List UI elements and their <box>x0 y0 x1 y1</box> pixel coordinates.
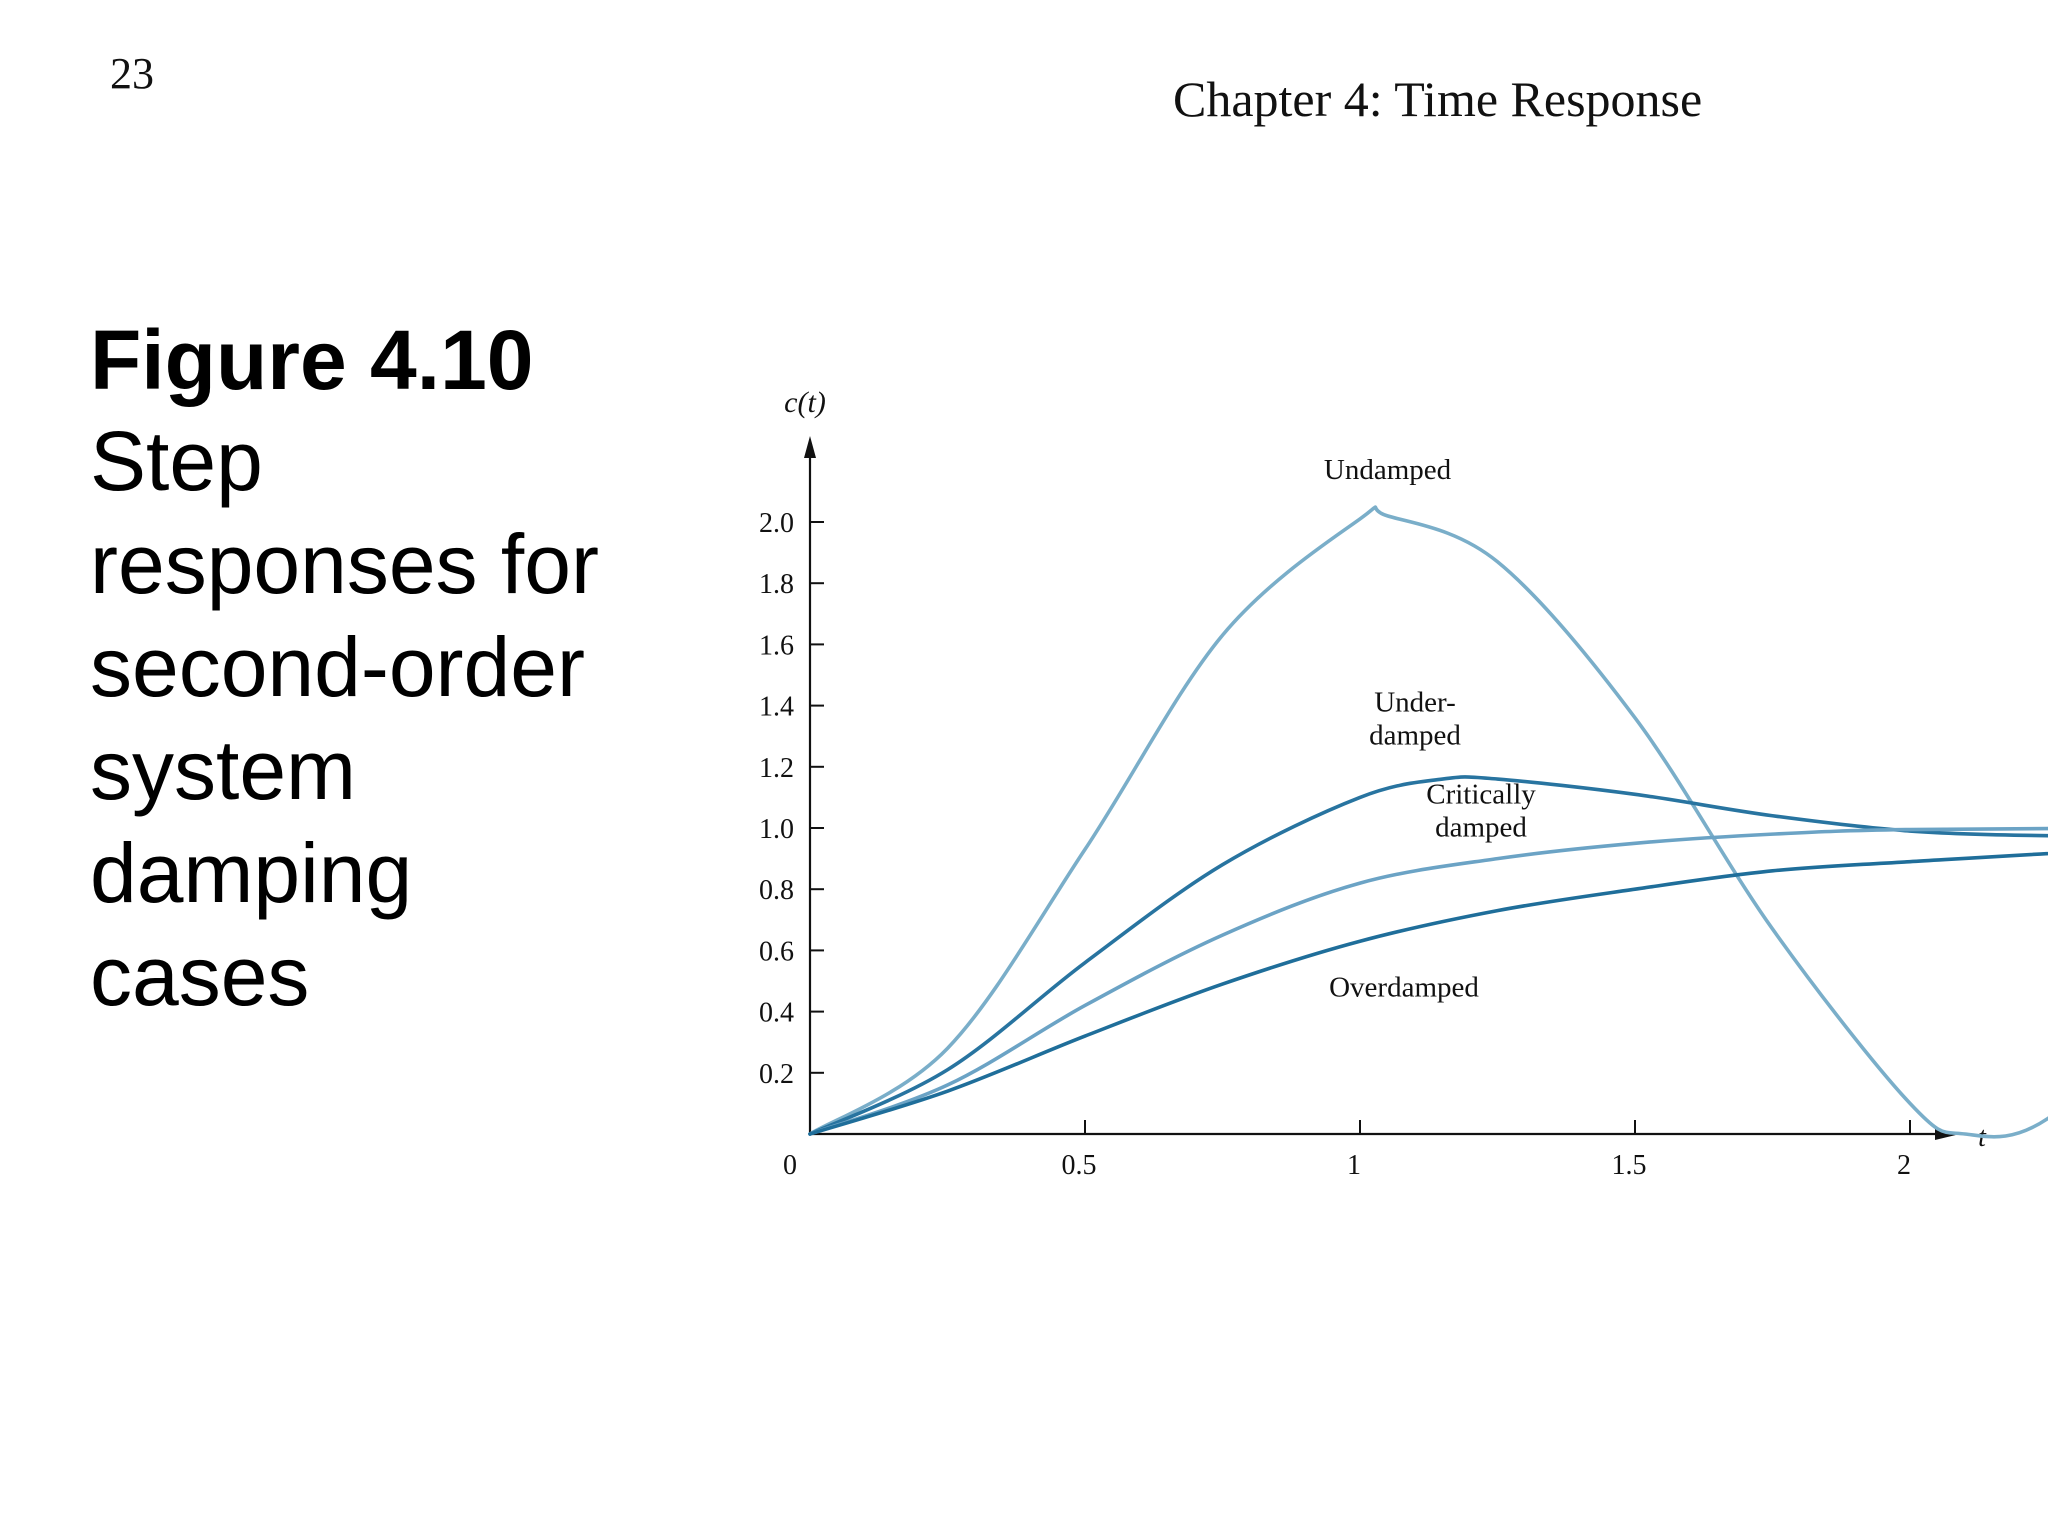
x-tick-label: 0.5 <box>1062 1150 1097 1181</box>
y-tick-label: 0.6 <box>759 936 794 967</box>
chart-series <box>808 505 2048 1139</box>
y-tick-label: 1.8 <box>759 569 794 600</box>
y-tick-label: 0.8 <box>759 875 794 906</box>
y-tick-label: 1.0 <box>759 814 794 845</box>
series-label-overdamped: Overdamped <box>1329 971 1479 1003</box>
chapter-title: Chapter 4: Time Response <box>1173 71 1703 127</box>
x-tick-label: 1.5 <box>1612 1150 1647 1181</box>
figure-label: Figure 4.10 <box>90 313 534 407</box>
x-tick-label: 0 <box>783 1150 797 1181</box>
y-tick-label: 1.6 <box>759 630 794 661</box>
x-tick-label: 1 <box>1347 1150 1361 1181</box>
y-tick-label: 1.2 <box>759 753 794 784</box>
series-line-critically_damped <box>808 826 2048 1136</box>
y-tick-label: 0.4 <box>759 998 794 1029</box>
series-line-overdamped <box>808 851 2048 1136</box>
chart-axes: 0.20.40.60.81.01.21.41.61.82.000.511.522… <box>759 386 1987 1181</box>
figure-caption: Figure 4.10 Step responses for second-or… <box>90 310 650 1028</box>
y-axis-arrow <box>804 436 816 458</box>
y-tick-label: 2.0 <box>759 508 794 539</box>
series-label-undamped: Undamped <box>1324 454 1452 486</box>
x-tick-label: 2 <box>1897 1150 1911 1181</box>
series-label-underdamped: Under- <box>1374 687 1456 719</box>
series-line-undamped <box>808 505 2048 1139</box>
y-tick-label: 1.4 <box>759 692 794 723</box>
caption-text: Step responses for second-order system d… <box>90 414 599 1023</box>
series-line-underdamped <box>808 775 2048 1136</box>
y-axis-label: c(t) <box>784 386 826 419</box>
page-number: 23 <box>110 49 154 98</box>
chart-series-labels: UndampedUnder-dampedCriticallydampedOver… <box>1324 454 1536 1003</box>
series-label-underdamped: damped <box>1369 720 1461 752</box>
series-label-critically_damped: Critically <box>1426 779 1536 811</box>
y-tick-label: 0.2 <box>759 1059 794 1090</box>
series-label-critically_damped: damped <box>1435 812 1527 844</box>
